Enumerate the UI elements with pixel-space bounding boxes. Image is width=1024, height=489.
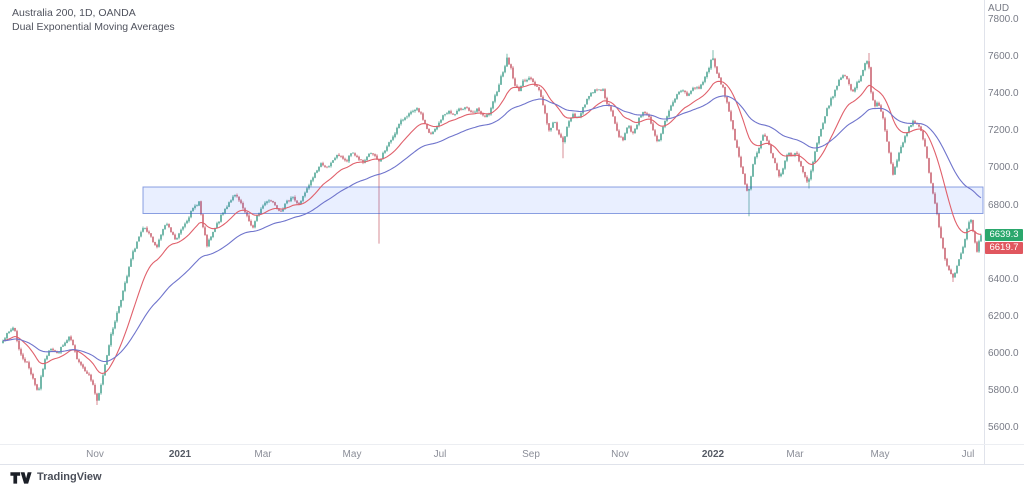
x-tick-label: May (342, 449, 362, 460)
y-tick-label: 5800.0 (988, 385, 1019, 397)
chart-legend[interactable]: Australia 200, 1D, OANDA Dual Exponentia… (12, 7, 175, 34)
x-tick-label: Nov (611, 449, 629, 460)
tradingview-link[interactable]: TradingView (10, 470, 102, 485)
last-price-badge: 6639.3 (985, 229, 1023, 241)
fast-ema-line (2, 80, 982, 374)
x-tick-label: 2022 (701, 449, 725, 460)
y-tick-label: 7800.0 (988, 14, 1019, 25)
tradingview-label: TradingView (37, 471, 102, 483)
y-tick-label: 6000.0 (988, 347, 1019, 359)
currency-label: AUD (988, 3, 1010, 14)
footer-border (0, 464, 1024, 465)
x-tick-label: Sep (522, 449, 540, 460)
x-tick-label: Jul (961, 449, 975, 460)
x-tick-label: Mar (254, 449, 272, 460)
y-tick-label: 7600.0 (988, 51, 1019, 63)
y-tick-label: 6400.0 (988, 273, 1019, 285)
y-tick-label: 7400.0 (988, 88, 1019, 100)
price-scale-border (984, 0, 985, 464)
y-tick-label: 6800.0 (988, 199, 1019, 211)
x-tick-label: Jul (433, 449, 447, 460)
footer-bar: TradingView (0, 465, 1024, 489)
time-scale[interactable]: Nov 2021 Mar May Jul Sep Nov 2022 Mar May Jul (0, 445, 984, 464)
tradingview-icon (10, 471, 32, 484)
y-tick-label: 6200.0 (988, 310, 1019, 322)
up-candle-bodies (2, 57, 982, 401)
y-tick-label: 7200.0 (988, 125, 1019, 137)
symbol-title: Australia 200, 1D, OANDA (12, 7, 136, 19)
x-tick-label: May (870, 449, 890, 460)
y-tick-label: 7000.0 (988, 162, 1019, 174)
y-tick-label: 5600.0 (988, 422, 1019, 434)
indicator-price-badge: 6619.7 (985, 242, 1023, 254)
support-zone-rectangle[interactable] (142, 186, 984, 214)
x-tick-label: Nov (86, 449, 104, 460)
x-tick-label: Mar (786, 449, 804, 460)
indicator-title: Dual Exponential Moving Averages (12, 21, 175, 33)
x-tick-label: 2021 (168, 449, 192, 460)
slow-ema-line (3, 95, 982, 363)
down-candle-wicks (14, 53, 978, 405)
time-scale-border (0, 444, 1024, 445)
up-candle-wicks (2, 50, 982, 401)
price-scale[interactable]: AUD 7800.0 7600.0 7400.0 7200.0 7000.0 6800.0… (985, 0, 1024, 464)
